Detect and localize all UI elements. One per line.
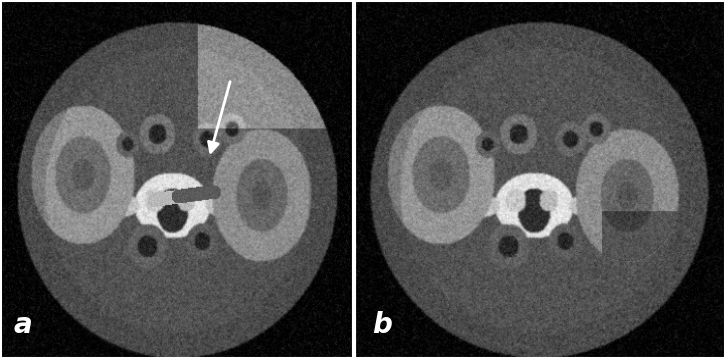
Text: b: b — [372, 311, 391, 339]
Text: a: a — [13, 311, 32, 339]
